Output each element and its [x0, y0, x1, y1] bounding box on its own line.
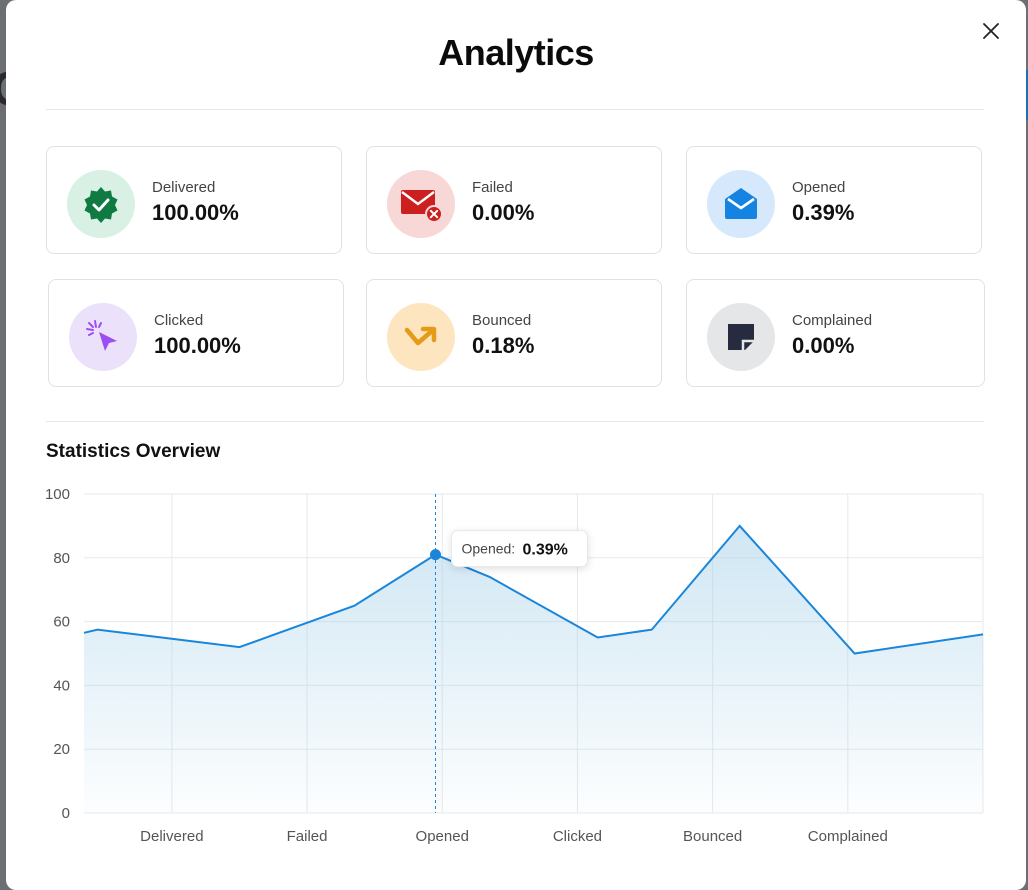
x-tick-label: Opened — [416, 828, 469, 845]
bounced-icon-circle — [387, 303, 455, 371]
stat-label: Delivered — [152, 179, 216, 196]
stat-label: Failed — [472, 179, 513, 196]
complained-icon-circle — [707, 303, 775, 371]
analytics-modal: Analytics Delivered 100.00% Failed 0.00% — [6, 0, 1026, 890]
header-divider — [46, 109, 984, 110]
stat-value: 0.39% — [792, 200, 855, 225]
x-tick-label: Complained — [808, 828, 888, 845]
stat-card-clicked: Clicked 100.00% — [48, 279, 344, 387]
bounce-arrow-icon — [404, 326, 437, 346]
mail-open-icon — [725, 188, 757, 219]
y-tick-label: 80 — [53, 550, 70, 567]
stat-card-opened: Opened 0.39% — [686, 146, 982, 254]
stat-value: 0.00% — [472, 200, 535, 225]
statistics-overview-title: Statistics Overview — [46, 441, 221, 462]
stat-label: Clicked — [154, 312, 204, 329]
stat-card-failed: Failed 0.00% — [366, 146, 662, 254]
chart-highlight-point[interactable] — [429, 549, 441, 561]
stat-label: Complained — [792, 312, 873, 329]
opened-icon-circle — [707, 170, 775, 238]
cursor-click-icon — [86, 320, 117, 351]
y-tick-label: 20 — [53, 741, 70, 758]
stat-value: 100.00% — [154, 333, 241, 358]
stat-label: Bounced — [472, 312, 532, 329]
y-tick-label: 60 — [53, 614, 70, 631]
tooltip-label: Opened: — [461, 541, 515, 557]
stat-card-bounced: Bounced 0.18% — [366, 279, 662, 387]
y-tick-label: 0 — [62, 805, 70, 822]
stat-value: 0.00% — [792, 333, 855, 358]
x-tick-label: Clicked — [553, 828, 602, 845]
close-icon — [983, 23, 999, 39]
chart-tooltip: Opened: 0.39% — [450, 530, 588, 568]
stat-value: 100.00% — [152, 200, 239, 225]
clicked-icon-circle — [69, 303, 137, 371]
stat-value: 0.18% — [472, 333, 535, 358]
tooltip-value: 0.39% — [522, 542, 567, 559]
statistics-chart: 0 20 40 60 80 100 Delivered Failed Opened Clicked… — [45, 486, 984, 845]
stat-card-complained: Complained 0.00% — [686, 279, 985, 387]
stat-card-delivered: Delivered 100.00% — [46, 146, 342, 254]
x-tick-label: Failed — [287, 828, 328, 845]
stat-label: Opened — [792, 179, 846, 196]
modal-title: Analytics — [438, 32, 594, 73]
x-tick-label: Bounced — [683, 828, 742, 845]
verified-badge-icon — [84, 187, 118, 223]
chart-series-line — [83, 524, 984, 655]
close-button[interactable] — [978, 18, 1004, 44]
failed-icon-circle — [387, 170, 455, 238]
section-divider — [46, 421, 984, 422]
chart-area-fill — [84, 525, 983, 813]
mail-error-icon — [401, 190, 443, 223]
y-tick-label: 100 — [45, 486, 70, 503]
y-tick-label: 40 — [53, 677, 70, 694]
x-tick-label: Delivered — [140, 828, 203, 845]
delivered-icon-circle — [67, 170, 135, 238]
sticky-note-icon — [728, 324, 754, 350]
